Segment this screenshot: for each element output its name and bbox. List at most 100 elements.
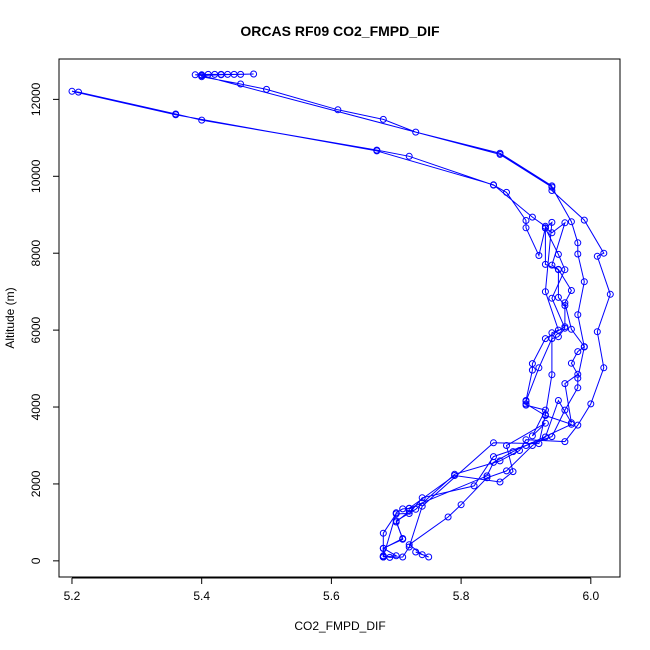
data-point [567,420,575,428]
data-point [444,513,452,521]
data-point [567,359,575,367]
data-point [580,216,588,224]
data-point [606,290,614,298]
data-point [561,406,569,414]
data-point [593,328,601,336]
data-point [503,467,510,475]
data-point [522,400,530,408]
data-point [392,552,400,560]
data-point [399,553,407,561]
data-point [548,371,556,379]
data-point [425,553,433,561]
data-point [509,448,517,456]
data-point [490,181,497,189]
data-point [198,72,206,79]
data-point [548,187,556,194]
chart-title: ORCAS RF09 CO2_FMPD_DIF [240,23,440,39]
data-point [392,509,400,517]
data-point [580,343,588,351]
data-point [457,501,465,509]
data-point [535,364,543,372]
y-axis: 0 2000 4000 6000 8000 10000 12000 [29,82,60,564]
data-point [263,85,270,93]
data-point [561,380,569,388]
data-point [554,397,562,404]
data-point [386,553,394,561]
x-tick-label: 5.8 [453,589,470,603]
data-point [418,499,426,507]
data-point [561,302,569,309]
data-point [574,370,582,378]
data-point [561,438,569,446]
series-layer [68,70,614,561]
y-axis-label: Altitude (m) [3,287,17,348]
data-point [503,442,510,449]
data-point [522,217,530,224]
data-point [600,249,608,257]
data-point [548,183,556,191]
data-point [237,80,245,88]
y-tick-label: 4000 [29,393,43,420]
data-point [412,128,420,136]
data-point [334,106,342,114]
data-point [528,366,536,374]
data-point [68,87,76,95]
data-point [554,293,562,301]
data-point [567,218,575,226]
data-point [418,551,426,559]
data-point [412,548,420,556]
data-point [561,324,569,332]
x-axis: 5.2 5.4 5.6 5.8 6.0 [64,577,599,603]
data-point [548,218,556,226]
y-tick-label: 6000 [29,316,43,343]
data-point [496,478,504,486]
data-point [561,299,569,307]
data-point [528,432,536,440]
y-tick-label: 10000 [29,159,43,193]
data-point [535,440,543,448]
data-point [503,188,510,196]
data-point [574,311,582,319]
data-point [451,472,459,479]
data-point [399,535,407,542]
data-point [198,116,206,124]
data-point [561,219,569,227]
data-point [470,482,478,490]
y-tick-label: 0 [29,557,43,564]
data-point [522,224,530,232]
series-line [71,90,585,558]
data-point [418,494,426,502]
x-axis-label: CO2_FMPD_DIF [294,619,385,633]
series-2 [68,87,588,561]
data-point [250,70,258,78]
data-point [522,397,530,405]
data-point [554,333,562,341]
data-point [600,364,608,372]
data-point [580,278,588,286]
data-point [574,239,582,247]
series-3 [379,218,575,561]
data-point [574,374,582,382]
data-point [379,529,387,537]
data-point [412,505,420,513]
data-point [379,553,387,561]
data-point [405,543,413,551]
data-point [567,287,575,294]
data-point [490,458,497,466]
data-point [541,224,549,232]
data-point [548,294,556,302]
data-point [541,433,549,441]
y-tick-label: 12000 [29,82,43,116]
data-point [509,468,517,476]
data-point [535,252,543,259]
data-point [541,412,549,419]
data-point [405,505,413,512]
series-line [382,221,573,558]
data-point [574,348,582,356]
x-tick-label: 5.2 [64,589,81,603]
data-point [574,384,582,392]
data-point [561,266,569,274]
y-tick-label: 8000 [29,240,43,267]
x-tick-label: 5.6 [323,589,340,603]
